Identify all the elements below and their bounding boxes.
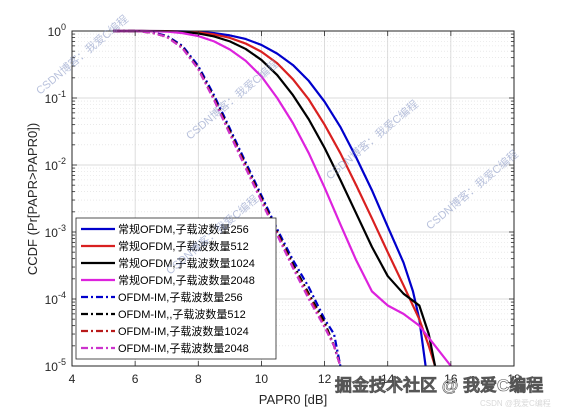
x-tick-label: 12 bbox=[318, 372, 332, 386]
legend-label-6: OFDM-IM,,子载波数量512 bbox=[118, 308, 246, 321]
legend: 常规OFDM,子载波数量256 常规OFDM,子载波数量512 常规OFDM,子载波… bbox=[75, 217, 277, 360]
y-tick-label: 10-2 bbox=[45, 156, 66, 173]
x-tick-label: 18 bbox=[507, 372, 521, 386]
y-tick-label: 10-3 bbox=[45, 223, 66, 240]
legend-label-7: OFDM-IM,子载波数量1024 bbox=[118, 325, 249, 338]
corner-watermark-sub: CSDN @我爱C编程 bbox=[480, 398, 551, 408]
series-line-8 bbox=[113, 29, 342, 367]
x-tick-label: 14 bbox=[381, 372, 395, 386]
y-tick-label: 10-1 bbox=[45, 89, 66, 106]
x-axis-label: PAPR0 [dB] bbox=[259, 392, 327, 407]
ticks: 4 6 8 10 12 14 16 18 100 10-1 10-2 10-3 10-4 10-5 bbox=[45, 22, 521, 386]
legend-box bbox=[75, 217, 277, 360]
series-line-3 bbox=[113, 29, 437, 367]
axes-frame bbox=[71, 30, 515, 367]
y-tick-label: 10-5 bbox=[45, 357, 66, 374]
y-tick-label: 10-4 bbox=[45, 290, 66, 307]
legend-label-3: 常规OFDM,子载波数量1024 bbox=[118, 256, 255, 270]
legend-label-8: OFDM-IM,子载波数量2048 bbox=[118, 342, 249, 355]
legend-label-2: 常规OFDM,子载波数量512 bbox=[118, 239, 249, 253]
x-tick-label: 6 bbox=[132, 372, 139, 386]
x-tick-label: 4 bbox=[69, 372, 76, 386]
legend-label-4: 常规OFDM,子载波数量2048 bbox=[118, 273, 255, 287]
legend-label-1: 常规OFDM,子载波数量256 bbox=[118, 222, 249, 236]
corner-watermark: 掘金技术社区 @ 我爱C编程 CSDN @我爱C编程 bbox=[335, 375, 551, 408]
legend-items: 常规OFDM,子载波数量256 常规OFDM,子载波数量512 常规OFDM,子载波… bbox=[81, 222, 255, 355]
legend-label-5: OFDM-IM,子载波数量256 bbox=[118, 291, 243, 304]
series-line-4 bbox=[113, 29, 452, 367]
corner-watermark-main: 掘金技术社区 @ 我爱C编程 bbox=[335, 375, 543, 395]
x-tick-label: 8 bbox=[195, 372, 202, 386]
x-tick-label: 10 bbox=[255, 372, 269, 386]
y-tick-label: 100 bbox=[48, 22, 66, 39]
y-axis-label: CCDF (Pr[PAPR>PAPR0]) bbox=[25, 123, 40, 275]
x-tick-label: 16 bbox=[444, 372, 458, 386]
